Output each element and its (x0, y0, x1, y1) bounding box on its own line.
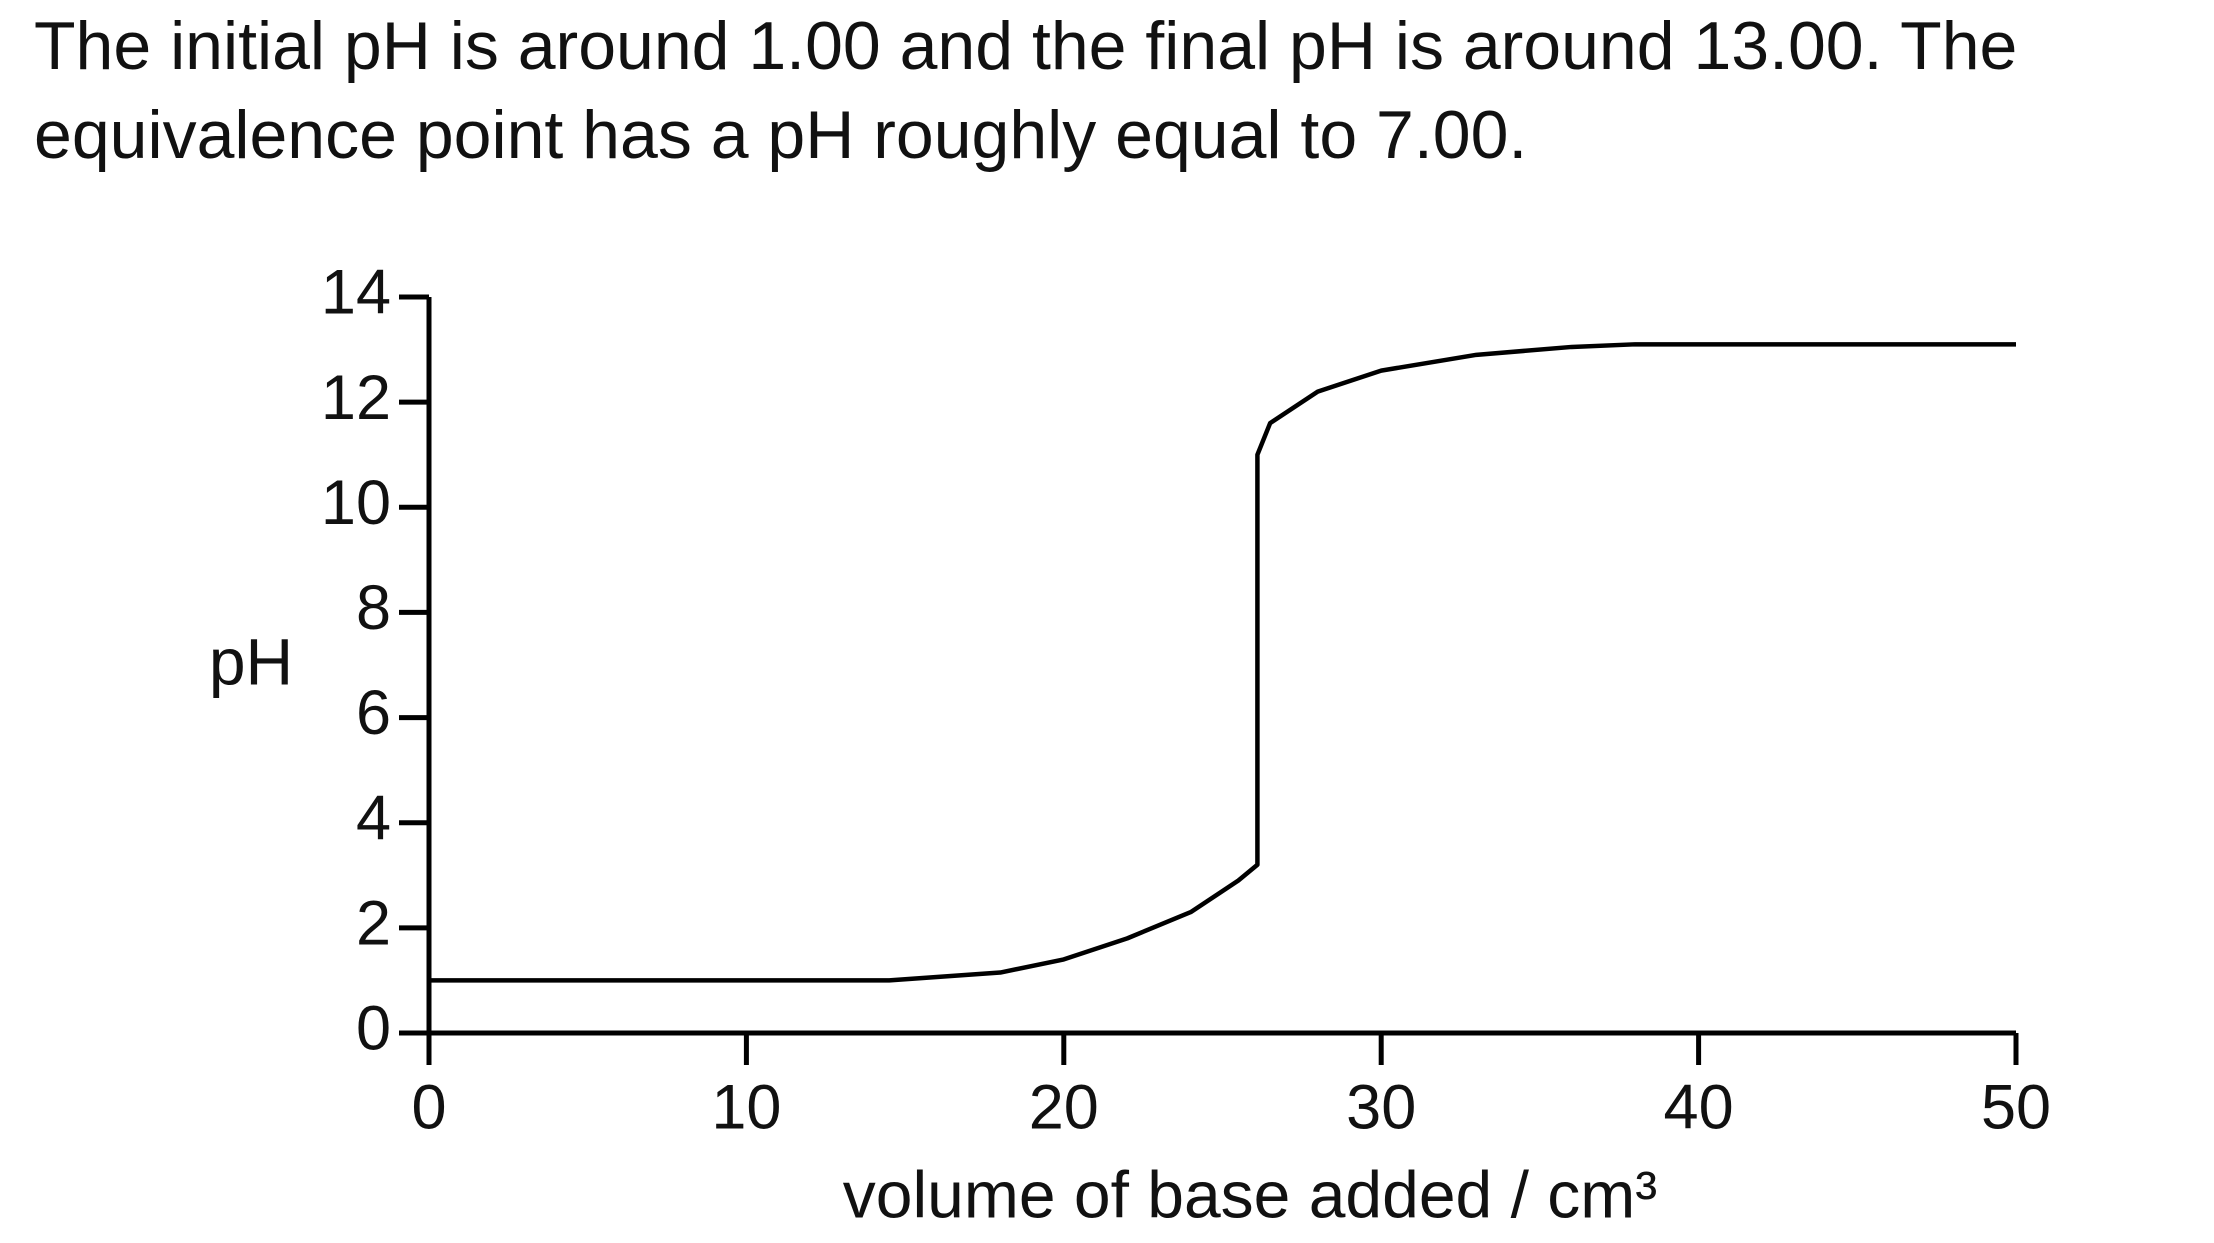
x-tick-label: 20 (1029, 1073, 1099, 1143)
y-tick-label: 2 (356, 888, 391, 958)
y-tick-label: 10 (321, 468, 391, 538)
paragraph: The initial pH is around 1.00 and the fi… (34, 8, 2018, 173)
x-tick-label: 0 (411, 1073, 446, 1143)
x-tick-label: 40 (1664, 1073, 1734, 1143)
y-tick-label: 6 (356, 678, 391, 748)
y-tick-label: 8 (356, 573, 391, 643)
x-axis-label: volume of base added / cm³ (843, 1157, 1657, 1231)
y-tick-label: 4 (356, 783, 391, 853)
y-tick-label: 12 (321, 363, 391, 433)
line (429, 342, 2016, 983)
y-axis-label: pH (209, 624, 293, 698)
x-tick-label: 30 (1346, 1073, 1416, 1143)
x-tick-label: 10 (711, 1073, 781, 1143)
x-tick-label: 50 (1981, 1073, 2051, 1143)
y-tick-label: 0 (356, 994, 391, 1064)
y-tick-label: 14 (321, 258, 391, 328)
